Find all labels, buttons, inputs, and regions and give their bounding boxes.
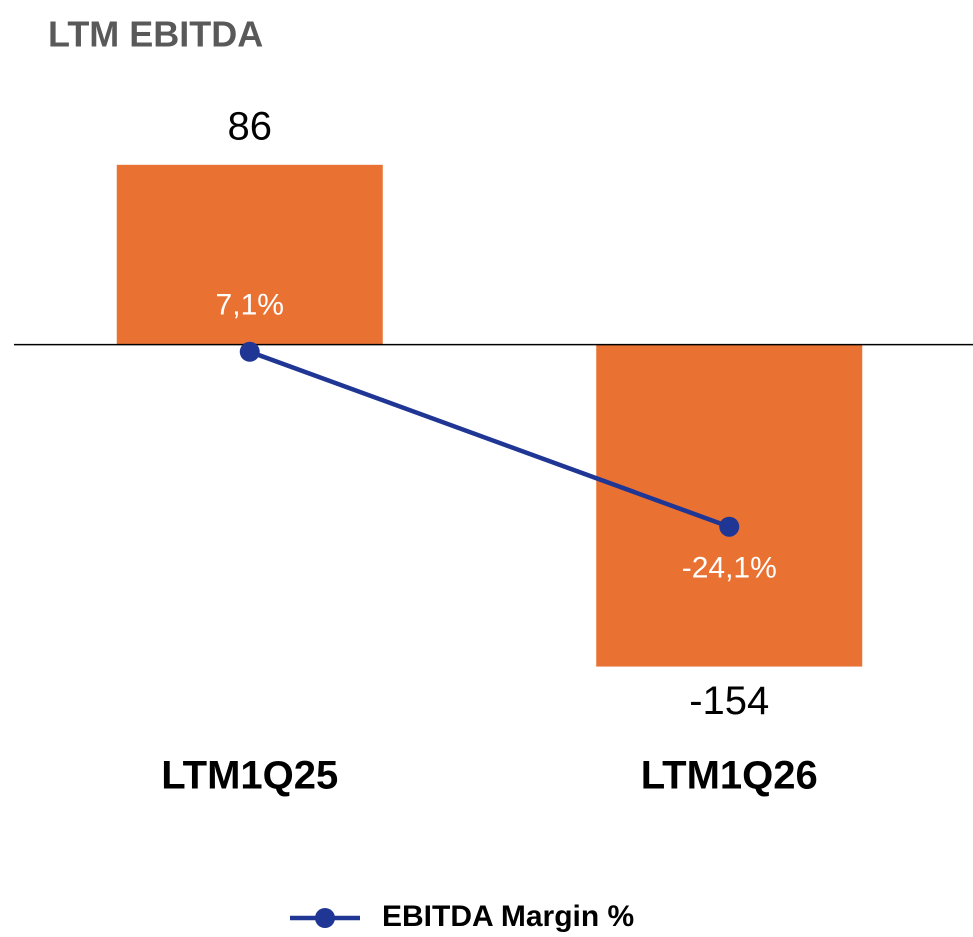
x-tick-label: LTM1Q26: [641, 754, 818, 798]
line-point: [719, 516, 740, 537]
bar: [596, 344, 863, 667]
line-value-label: 7,1%: [216, 289, 284, 322]
x-tick-label: LTM1Q25: [161, 754, 338, 798]
legend-marker: [315, 908, 335, 928]
bar-value-label: -154: [689, 679, 769, 723]
chart-title: LTM EBITDA: [48, 14, 263, 55]
line: [248, 349, 731, 529]
legend-label: EBITDA Margin %: [382, 900, 634, 933]
bar-value-label: 86: [228, 104, 273, 148]
line-value-label: -24,1%: [682, 552, 777, 585]
bar: [116, 164, 383, 345]
line-point: [239, 341, 260, 362]
